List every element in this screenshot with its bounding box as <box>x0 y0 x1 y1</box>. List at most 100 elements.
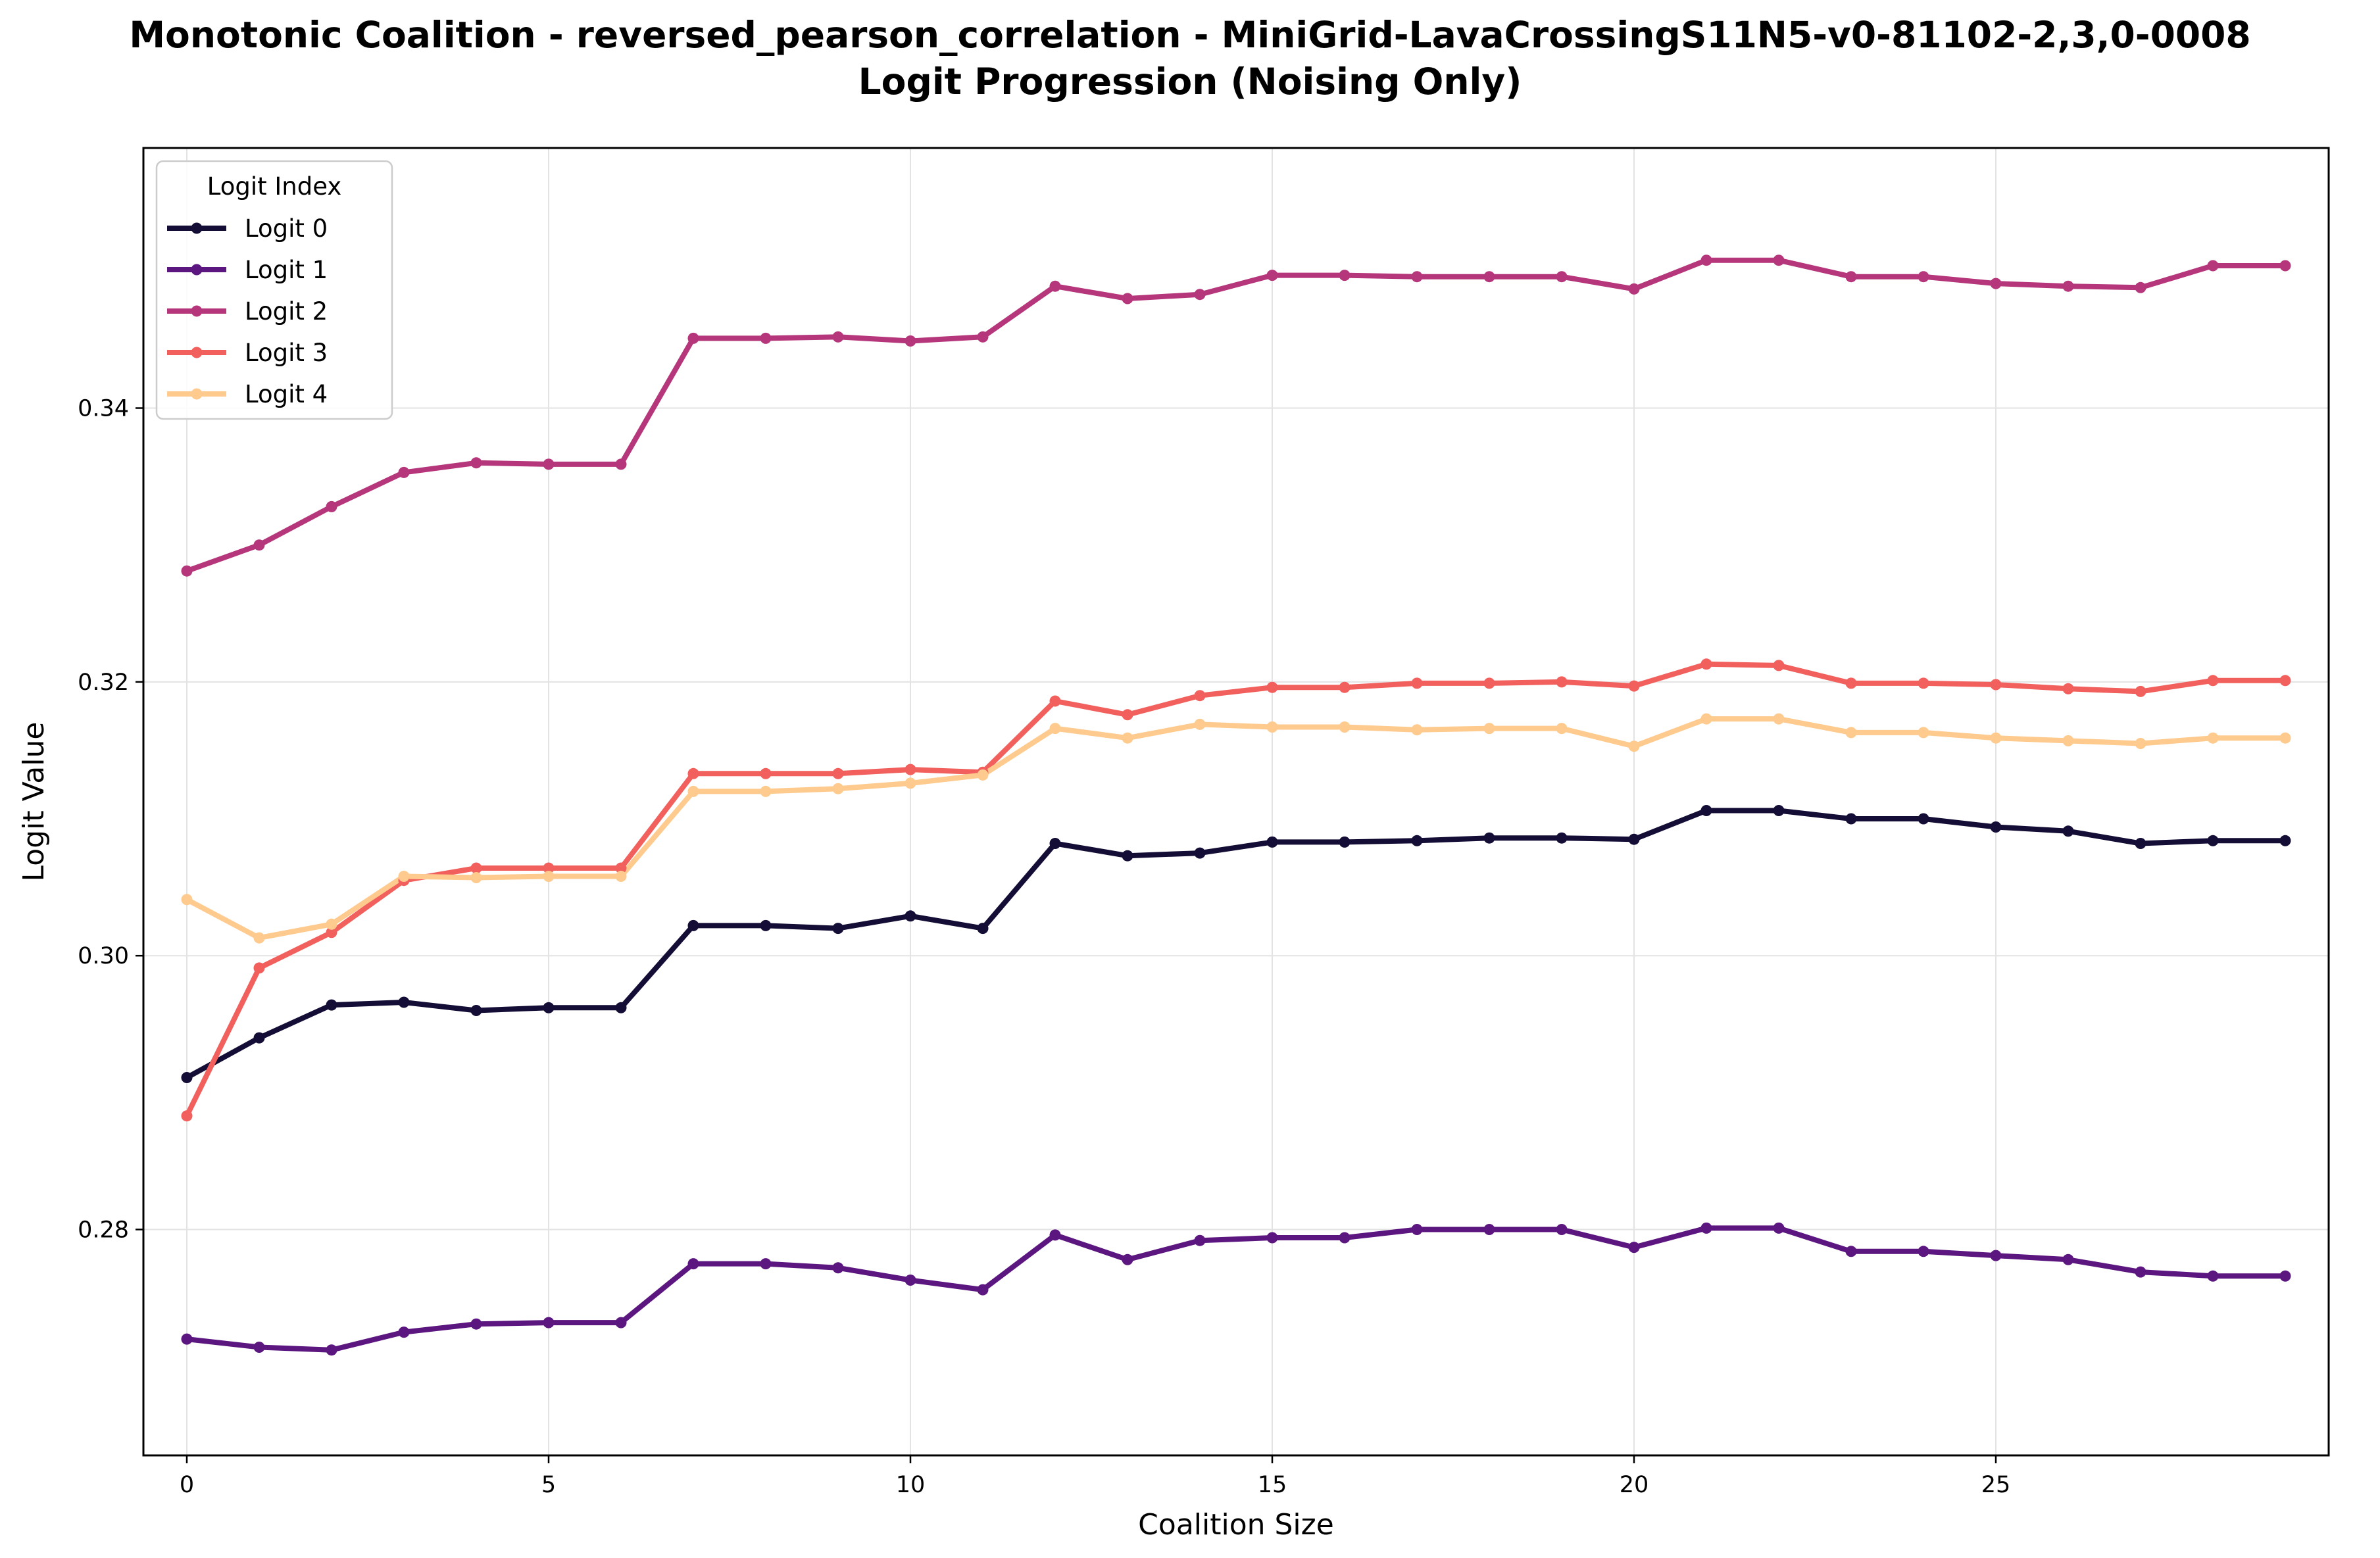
series-line-logit-3 <box>184 661 2288 1119</box>
data-point <box>1990 732 2002 744</box>
data-point <box>1990 278 2002 289</box>
series-points-logit-2 <box>181 255 2291 577</box>
data-point <box>905 1275 916 1286</box>
data-point <box>2062 683 2074 694</box>
x-tick-label: 10 <box>896 1472 926 1498</box>
data-point <box>2207 835 2219 846</box>
data-point <box>326 927 337 938</box>
data-point <box>615 1317 627 1328</box>
data-point <box>2279 260 2291 272</box>
data-point <box>1339 270 1351 281</box>
series-points-logit-3 <box>181 658 2291 1122</box>
data-point <box>181 1110 193 1122</box>
data-point <box>1845 727 1857 739</box>
data-point <box>2135 838 2146 849</box>
data-point <box>905 777 916 789</box>
data-point <box>977 331 989 343</box>
data-point <box>1122 709 1133 721</box>
legend-label: Logit 1 <box>245 256 328 284</box>
series-line-logit-1 <box>184 1225 2288 1353</box>
data-point <box>1990 821 2002 833</box>
data-point <box>2207 1270 2219 1282</box>
data-point <box>1483 723 1495 735</box>
data-point <box>760 785 772 797</box>
legend-swatch-marker <box>191 222 203 234</box>
series-lines <box>184 257 2288 1353</box>
data-point <box>181 894 193 906</box>
data-point <box>2062 280 2074 292</box>
data-point <box>1845 813 1857 825</box>
data-point <box>543 871 555 882</box>
data-point <box>398 466 410 478</box>
data-point <box>905 910 916 922</box>
data-point <box>832 783 844 794</box>
data-point <box>253 539 265 551</box>
data-point <box>832 923 844 935</box>
data-point <box>1266 681 1278 693</box>
data-point <box>832 1262 844 1274</box>
data-point <box>253 1342 265 1353</box>
data-point <box>1339 836 1351 848</box>
data-point <box>181 565 193 577</box>
data-point <box>1628 283 1640 295</box>
data-point <box>1845 271 1857 283</box>
legend-items: Logit 0 Logit 1 Logit 2 Logit 3 Logit 4 <box>167 214 328 408</box>
data-point <box>470 1005 482 1016</box>
y-tick-label: 0.32 <box>78 669 129 696</box>
data-point <box>398 996 410 1008</box>
legend-label: Logit 3 <box>245 339 328 367</box>
x-axis-label: Coalition Size <box>1138 1508 1334 1542</box>
data-point <box>2279 732 2291 744</box>
data-point <box>1556 1224 1568 1235</box>
data-point <box>2135 1266 2146 1278</box>
data-point <box>1845 1246 1857 1257</box>
data-point <box>1918 727 1929 739</box>
data-point <box>1845 677 1857 689</box>
data-point <box>1918 271 1929 283</box>
x-axis: 0 5 10 15 20 25 <box>180 1455 2010 1498</box>
data-point <box>2062 735 2074 746</box>
data-point <box>977 923 989 935</box>
data-point <box>1990 1250 2002 1261</box>
data-point <box>543 458 555 470</box>
data-point <box>543 1317 555 1328</box>
data-point <box>2135 281 2146 293</box>
chart-subtitle: Logit Progression (Noising Only) <box>858 61 1522 103</box>
data-point <box>326 500 337 512</box>
data-point <box>1918 1246 1929 1257</box>
legend-label: Logit 4 <box>245 380 328 408</box>
data-point <box>326 918 337 930</box>
legend-label: Logit 2 <box>245 297 328 326</box>
data-point <box>760 919 772 931</box>
data-point <box>1266 721 1278 733</box>
data-point <box>615 862 627 874</box>
data-point <box>398 1327 410 1338</box>
data-point <box>1411 724 1423 736</box>
data-point <box>543 862 555 874</box>
data-point <box>253 1032 265 1044</box>
data-point <box>687 785 699 797</box>
data-point <box>181 1072 193 1083</box>
data-point <box>1628 1242 1640 1254</box>
data-point <box>470 862 482 874</box>
data-point <box>2135 738 2146 749</box>
data-point <box>2279 1270 2291 1282</box>
y-tick-label: 0.28 <box>78 1217 129 1244</box>
data-point <box>1049 280 1061 292</box>
data-point <box>1700 255 1712 266</box>
plot-frame <box>142 147 2330 1457</box>
data-point <box>1339 681 1351 693</box>
data-point <box>470 872 482 883</box>
data-point <box>1122 732 1133 744</box>
x-tick-label: 0 <box>180 1472 194 1498</box>
data-point <box>1556 676 1568 688</box>
data-point <box>2207 732 2219 744</box>
data-point <box>687 919 699 931</box>
data-point <box>253 932 265 944</box>
data-point <box>905 335 916 347</box>
data-point <box>1122 1254 1133 1265</box>
data-point <box>1266 836 1278 848</box>
data-point <box>687 1258 699 1270</box>
data-point <box>1628 741 1640 752</box>
